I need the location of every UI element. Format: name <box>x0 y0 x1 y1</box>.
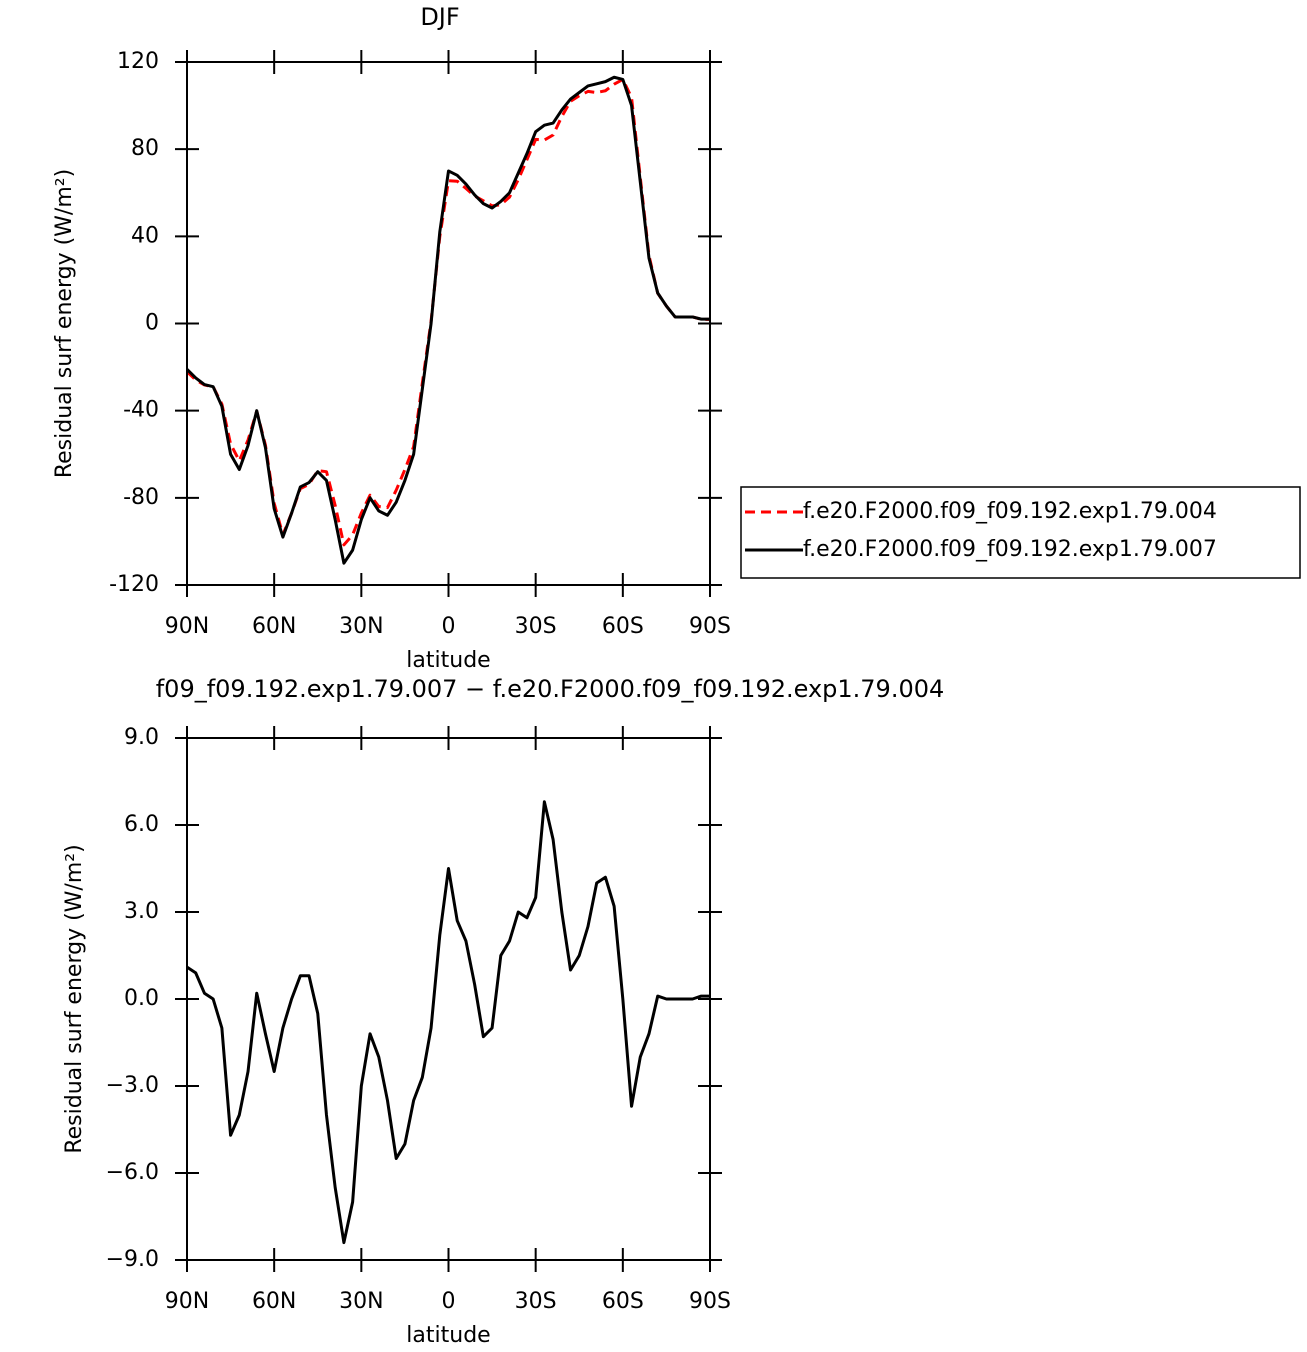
x-tick-label: 30N <box>339 1289 383 1314</box>
data-line <box>186 800 710 1245</box>
chart-title: DJF <box>420 3 459 31</box>
x-tick-label: 30N <box>339 614 383 639</box>
x-tick-label: 90S <box>689 614 731 639</box>
x-tick-label: 90S <box>689 1289 731 1314</box>
x-axis-label: latitude <box>406 1323 490 1348</box>
y-tick-label: 0 <box>145 311 159 336</box>
plot-frame <box>186 737 711 1261</box>
y-tick-label: 120 <box>117 49 159 74</box>
y-tick-label: −9.0 <box>106 1247 159 1272</box>
x-tick-label: 60N <box>252 614 296 639</box>
y-tick-label: 0.0 <box>124 986 159 1011</box>
legend-box <box>740 486 1301 579</box>
y-tick-label: 6.0 <box>124 812 159 837</box>
x-tick-label: 90N <box>165 1289 209 1314</box>
y-tick-label: −3.0 <box>106 1073 159 1098</box>
legend-label: f.e20.F2000.f09_f09.192.exp1.79.007 <box>803 537 1217 562</box>
x-tick-label: 30S <box>515 614 557 639</box>
data-line <box>185 77 710 547</box>
x-tick-label: 0 <box>442 1289 456 1314</box>
y-tick-label: −6.0 <box>106 1160 159 1185</box>
x-tick-label: 90N <box>165 614 209 639</box>
y-tick-label: 3.0 <box>124 899 159 924</box>
y-axis-label: Residual surf energy (W/m²) <box>62 844 87 1153</box>
data-line <box>185 75 710 565</box>
y-axis-label: Residual surf energy (W/m²) <box>52 169 77 478</box>
legend-label: f.e20.F2000.f09_f09.192.exp1.79.004 <box>803 499 1217 524</box>
y-tick-label: 80 <box>131 136 159 161</box>
chart-title: f09_f09.192.exp1.79.007 − f.e20.F2000.f0… <box>156 675 945 703</box>
x-tick-label: 0 <box>442 614 456 639</box>
y-tick-label: -40 <box>123 398 159 423</box>
y-tick-label: -120 <box>109 572 159 597</box>
plot-frame <box>186 61 711 586</box>
x-tick-label: 30S <box>515 1289 557 1314</box>
y-tick-label: 40 <box>131 223 159 248</box>
x-tick-label: 60N <box>252 1289 296 1314</box>
y-tick-label: 9.0 <box>124 725 159 750</box>
x-tick-label: 60S <box>602 614 644 639</box>
y-tick-label: -80 <box>123 485 159 510</box>
x-axis-label: latitude <box>406 648 490 673</box>
x-tick-label: 60S <box>602 1289 644 1314</box>
